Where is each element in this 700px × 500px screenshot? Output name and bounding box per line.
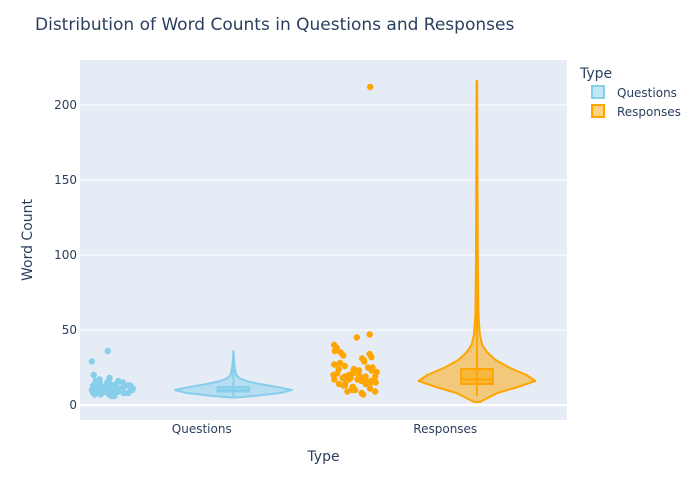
y-tick-label-200: 200 (54, 98, 77, 112)
data-point-responses-60 (367, 84, 373, 90)
data-point-questions-54 (106, 375, 112, 381)
data-point-responses-9 (349, 384, 355, 390)
legend-swatch-questions (592, 86, 604, 98)
legend-title: Type (579, 66, 612, 82)
data-point-responses-57 (331, 342, 337, 348)
y-tick-label-150: 150 (54, 173, 77, 187)
y-axis-ticks: 0 50 100 150 200 (54, 98, 77, 412)
data-point-responses-50 (359, 355, 365, 361)
x-tick-label-questions: Questions (172, 422, 232, 436)
chart-title: Distribution of Word Counts in Questions… (35, 15, 514, 35)
y-tick-label-0: 0 (69, 398, 77, 412)
data-point-questions-53 (96, 376, 102, 382)
data-point-responses-41 (351, 366, 357, 372)
y-axis-title: Word Count (20, 198, 36, 281)
x-tick-label-responses: Responses (413, 422, 477, 436)
legend-label-responses: Responses (617, 105, 681, 119)
data-point-responses-59 (367, 331, 373, 337)
legend-item-questions[interactable]: Questions (592, 86, 677, 100)
data-point-responses-47 (337, 360, 343, 366)
legend-item-responses[interactable]: Responses (592, 105, 681, 119)
data-point-responses-46 (331, 361, 337, 367)
legend-swatch-responses (592, 105, 604, 117)
y-tick-label-100: 100 (54, 248, 77, 262)
violin-box-responses (461, 369, 493, 384)
x-axis-title: Type (306, 449, 339, 465)
x-axis-ticks: Questions Responses (172, 422, 477, 436)
data-point-responses-13 (336, 381, 342, 387)
data-point-responses-44 (369, 364, 375, 370)
legend: Type Questions Responses (579, 66, 681, 119)
data-point-responses-53 (366, 351, 372, 357)
data-point-questions-51 (115, 378, 121, 384)
data-point-questions-45 (125, 382, 131, 388)
legend-label-questions: Questions (617, 86, 677, 100)
data-point-responses-29 (362, 373, 368, 379)
y-tick-label-50: 50 (62, 323, 77, 337)
data-point-questions-56 (89, 358, 95, 364)
data-point-questions-55 (91, 372, 97, 378)
data-point-questions-57 (105, 348, 111, 354)
data-point-responses-1 (358, 390, 364, 396)
data-point-responses-58 (354, 334, 360, 340)
